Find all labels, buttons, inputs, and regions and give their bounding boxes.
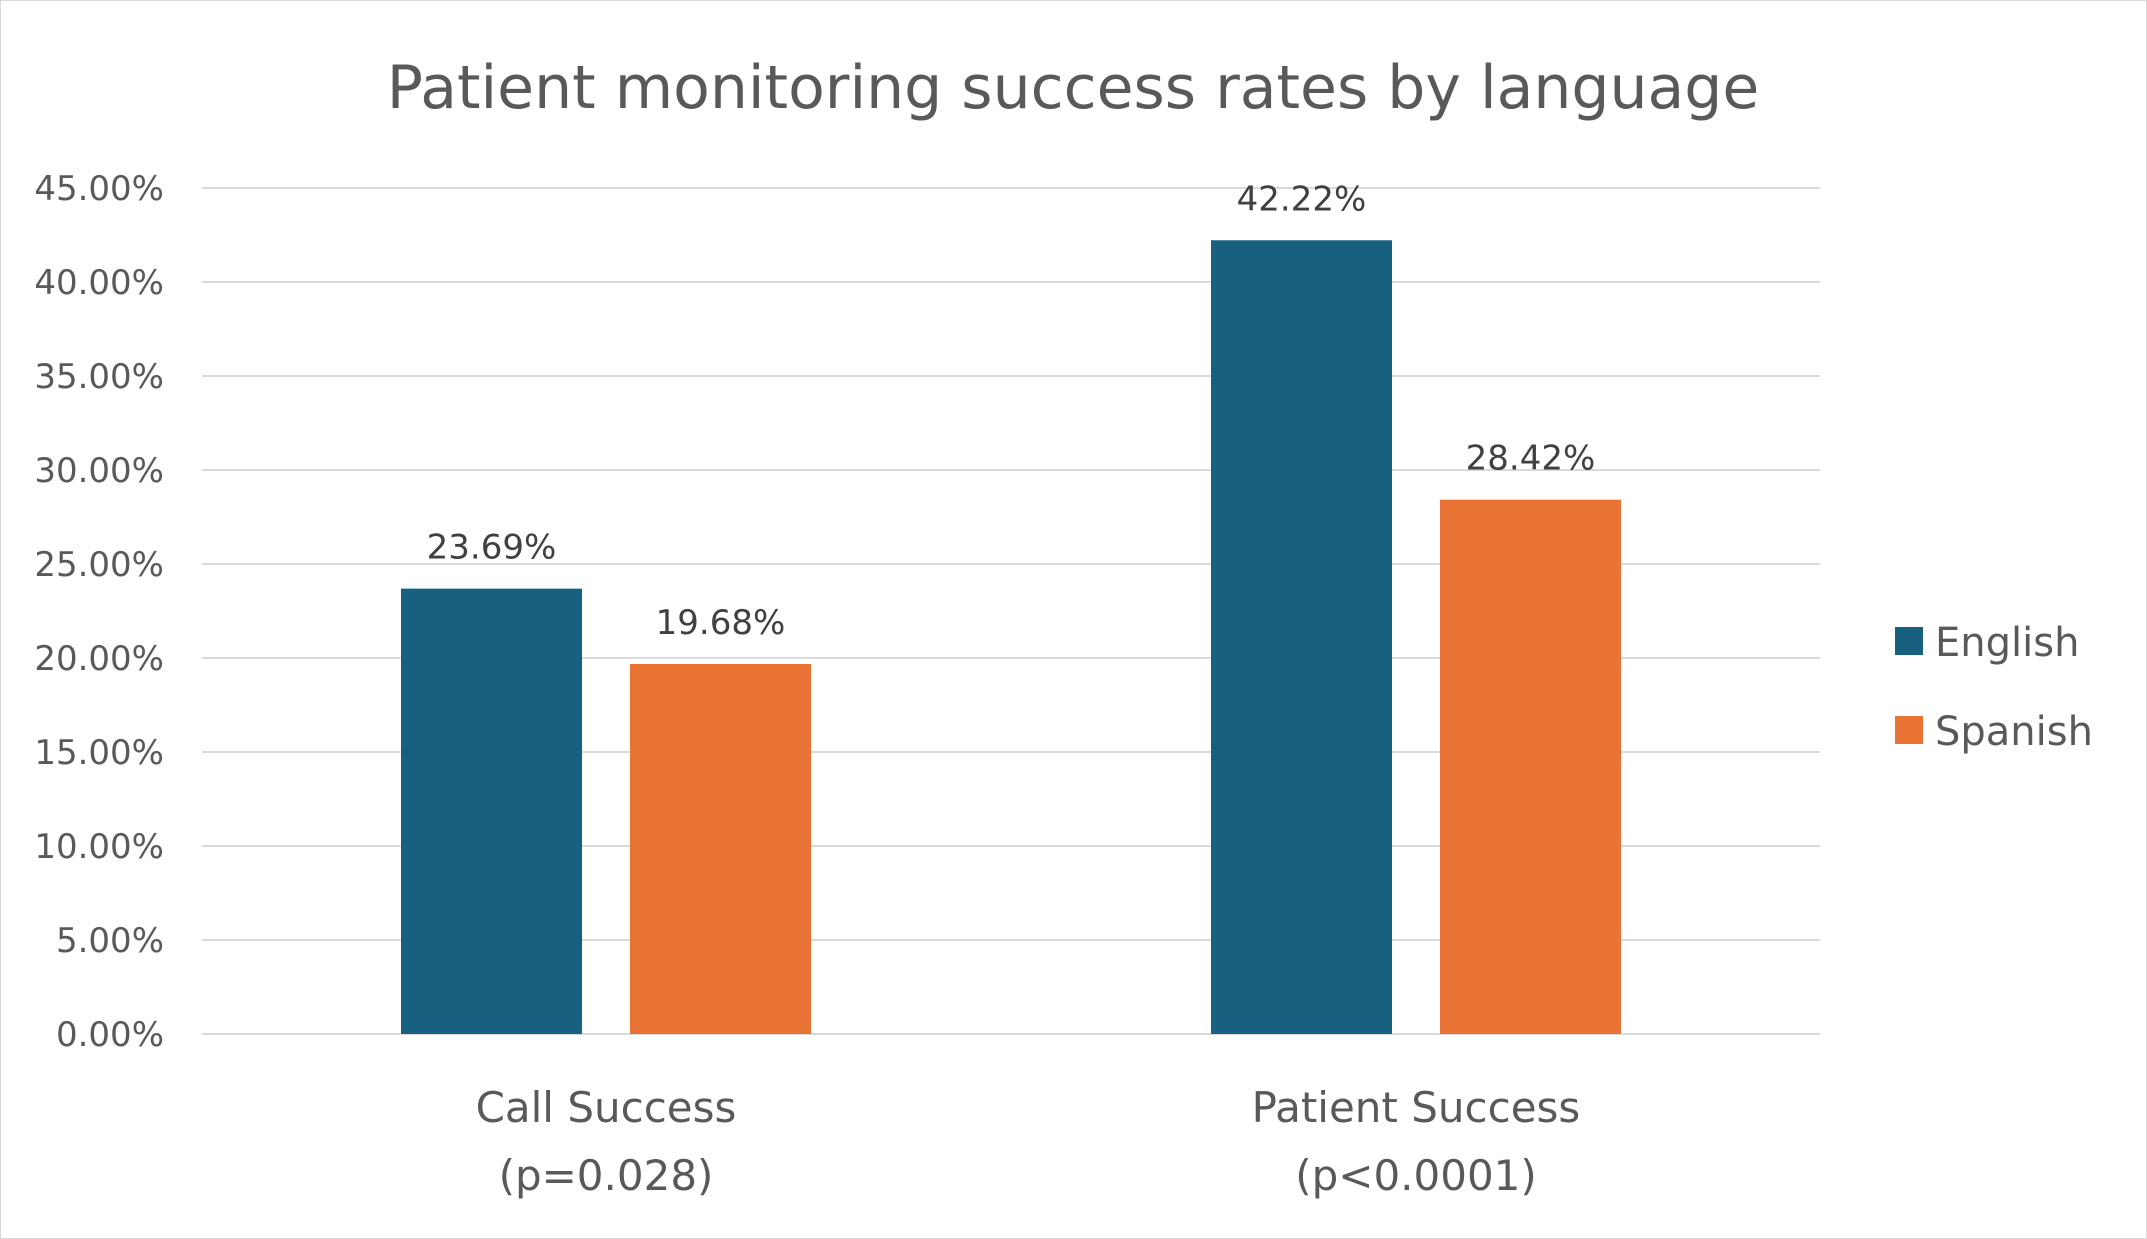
- legend-label-english: English: [1935, 620, 2079, 666]
- y-tick-label: 45.00%: [34, 169, 164, 209]
- legend: English Spanish: [1895, 620, 2093, 755]
- x-category-label: (p=0.028): [499, 1151, 714, 1200]
- y-tick-label: 20.00%: [34, 639, 164, 679]
- legend-swatch-spanish: [1895, 716, 1923, 744]
- data-label: 19.68%: [656, 603, 786, 643]
- data-label: 42.22%: [1237, 179, 1367, 219]
- y-tick-label: 25.00%: [34, 545, 164, 585]
- y-tick-label: 0.00%: [56, 1015, 164, 1055]
- legend-label-spanish: Spanish: [1935, 709, 2093, 755]
- y-axis-tick-labels: 0.00% 5.00% 10.00% 15.00% 20.00% 25.00% 30.00%…: [34, 169, 164, 1055]
- bar-english-0: [401, 588, 582, 1034]
- y-tick-label: 30.00%: [34, 451, 164, 491]
- x-category-label: Patient Success: [1252, 1083, 1581, 1132]
- chart-title: Patient monitoring success rates by lang…: [387, 53, 1760, 123]
- bars: [401, 240, 1621, 1035]
- y-tick-label: 35.00%: [34, 357, 164, 397]
- legend-swatch-english: [1895, 627, 1923, 655]
- x-category-label: Call Success: [476, 1083, 737, 1132]
- data-label: 28.42%: [1466, 439, 1596, 479]
- y-tick-label: 5.00%: [56, 921, 164, 961]
- y-tick-label: 15.00%: [34, 733, 164, 773]
- x-axis-category-labels: Call Success (p=0.028) Patient Success (p<0…: [476, 1083, 1581, 1200]
- bar-spanish-1: [1440, 499, 1621, 1035]
- data-label: 23.69%: [427, 528, 557, 568]
- y-tick-label: 10.00%: [34, 827, 164, 867]
- y-tick-label: 40.00%: [34, 263, 164, 303]
- bar-english-1: [1211, 240, 1392, 1034]
- x-category-label: (p<0.0001): [1295, 1151, 1537, 1200]
- data-labels: 23.69% 42.22% 19.68% 28.42%: [427, 179, 1596, 643]
- bar-spanish-0: [630, 664, 811, 1034]
